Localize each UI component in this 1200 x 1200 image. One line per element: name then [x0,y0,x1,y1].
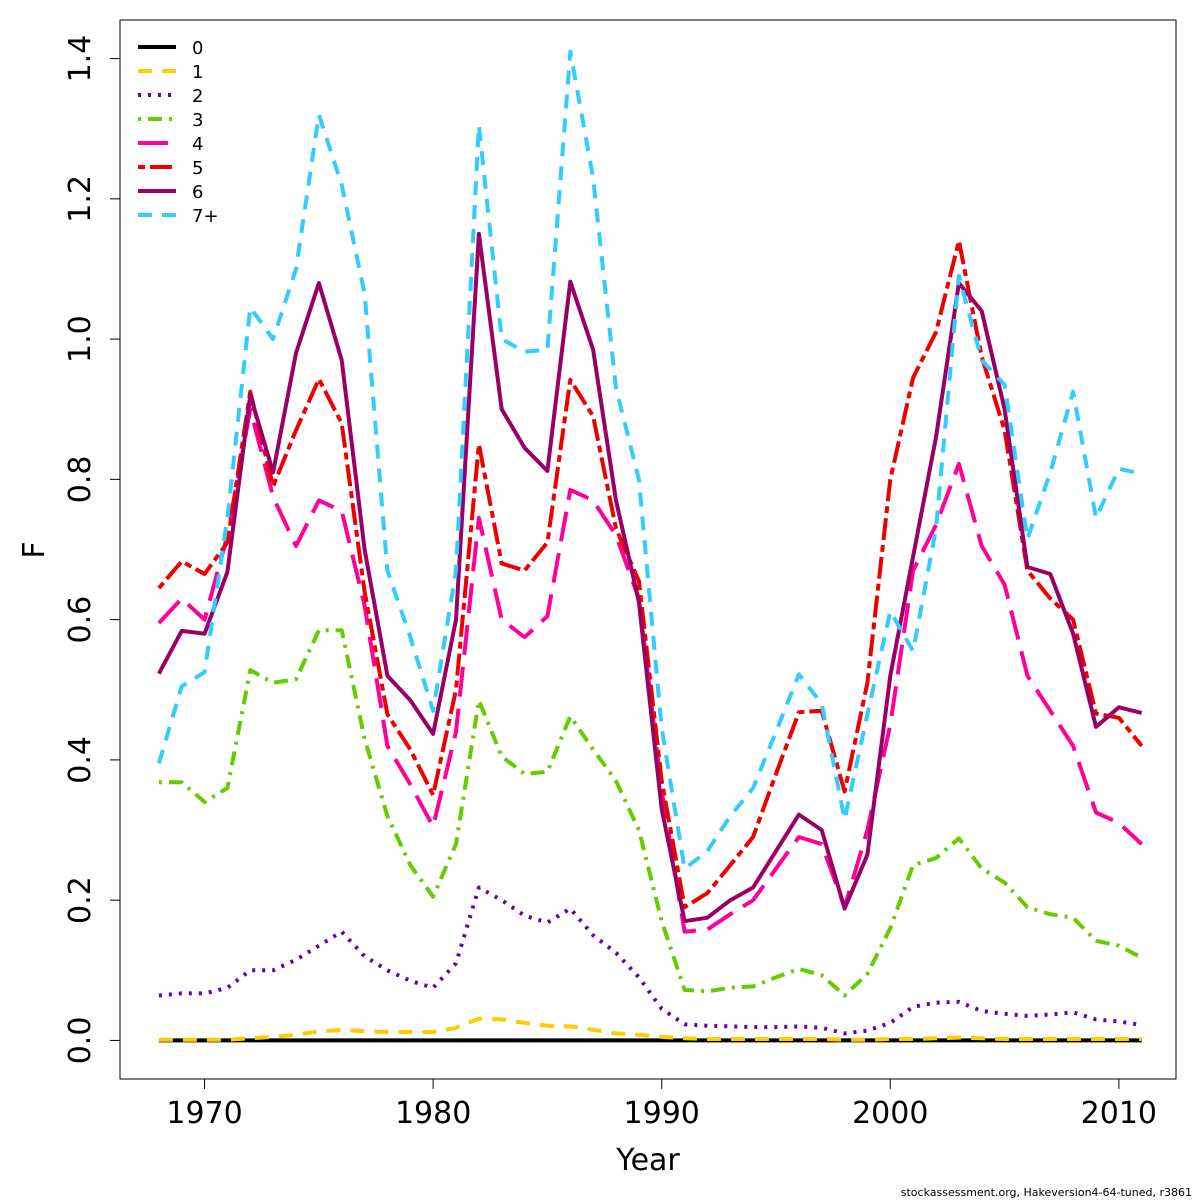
x-tick-label: 2000 [852,1096,928,1131]
series-line-3 [158,628,1143,998]
x-axis-title: Year [615,1143,680,1178]
y-tick-label: 0.2 [63,876,98,924]
plot-frame [119,19,1177,1080]
y-tick-label: 1.4 [63,35,98,83]
x-axis: 1970 1980 1990 2000 2010 [166,1078,1157,1131]
y-tick-label: 1.0 [63,315,98,363]
y-tick-label: 0.4 [63,736,98,784]
x-tick-label: 1980 [395,1096,471,1131]
y-tick-label: 0.8 [63,456,98,504]
footer-credit: stockassessment.org, Hakeversion4-64-tun… [901,1186,1192,1199]
x-tick-label: 1990 [624,1096,700,1131]
series-line-6 [157,231,1143,924]
series-line-4 [157,407,1144,934]
legend-label: 0 [192,38,203,59]
legend-label: 5 [192,158,203,179]
legend-label: 2 [192,86,203,107]
x-tick-label: 1970 [166,1096,242,1131]
y-tick-label: 0.6 [63,596,98,644]
y-axis: 0.0 0.2 0.4 0.6 0.8 1.0 1.2 1.4 [63,35,121,1065]
series-line-1 [158,1016,1142,1042]
legend-label: 3 [192,110,203,131]
series-line-7plus [156,49,1143,871]
series-line-2 [158,885,1143,1036]
series-line-5 [157,238,1144,910]
legend-label: 7+ [192,206,219,227]
y-axis-title: F [17,541,52,558]
y-tick-label: 0.0 [63,1017,98,1065]
series-lines [156,49,1144,1043]
legend: 0 1 2 3 4 5 6 7+ [138,38,219,227]
y-tick-label: 1.2 [63,175,98,223]
legend-label: 4 [192,134,203,155]
x-tick-label: 2010 [1081,1096,1157,1131]
legend-label: 1 [192,62,203,83]
legend-label: 6 [192,182,203,203]
